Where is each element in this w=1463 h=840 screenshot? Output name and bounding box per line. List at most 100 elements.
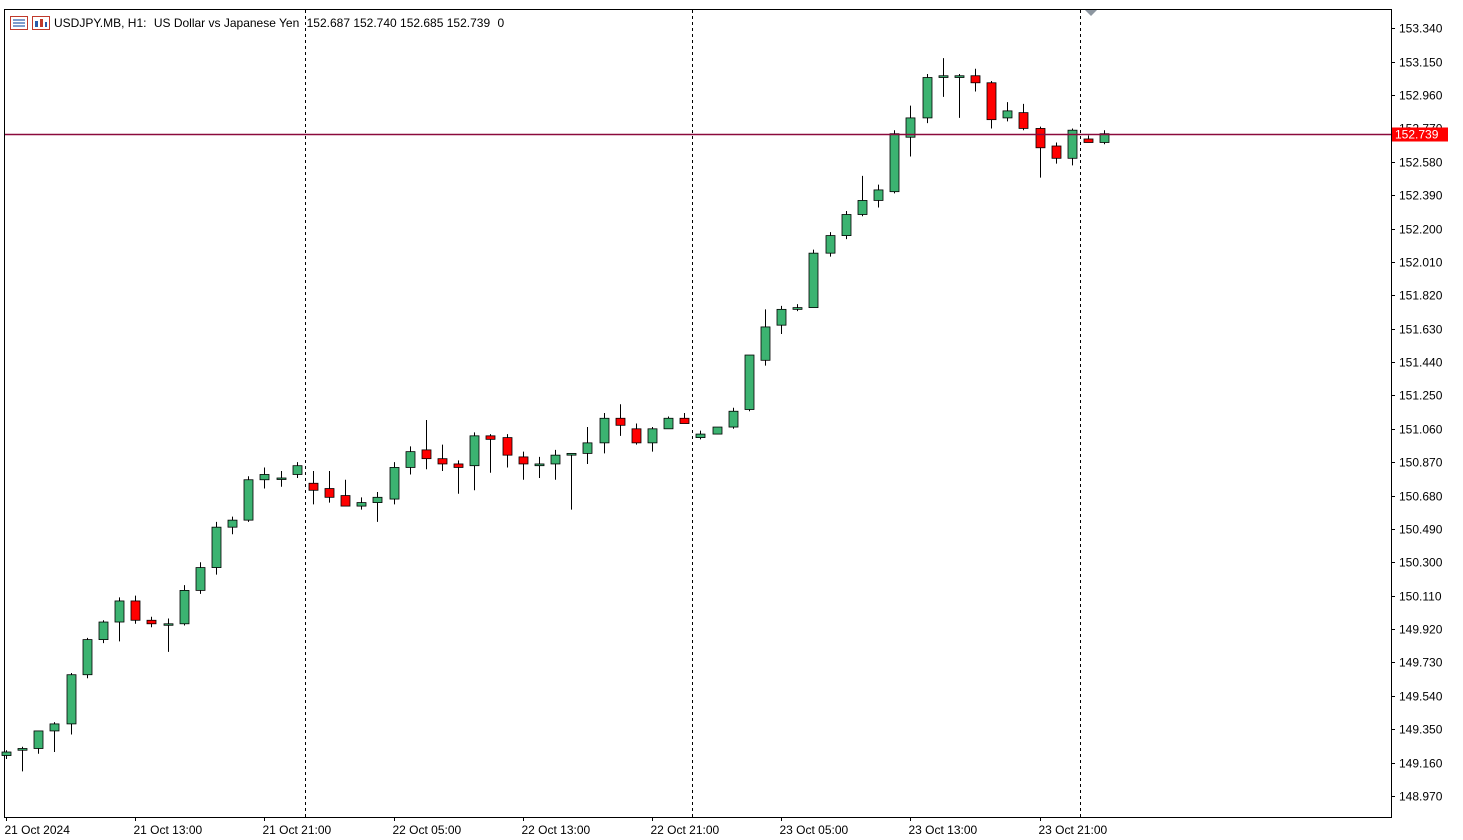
bull-candle — [825, 235, 836, 254]
current-price-label-bg — [1392, 127, 1448, 142]
volume-value: 0 — [497, 16, 505, 30]
bear-candle — [518, 456, 529, 465]
bull-candle — [922, 77, 933, 119]
bull-candle — [760, 326, 771, 361]
bull-candle — [33, 730, 44, 749]
y-tick-label: 148.970 — [1399, 790, 1443, 804]
bull-candle — [905, 117, 916, 138]
bear-candle — [324, 488, 335, 498]
bear-candle — [437, 458, 448, 465]
bear-candle — [1051, 145, 1062, 159]
bull-candle — [1099, 133, 1110, 143]
x-tick-label: 21 Oct 2024 — [5, 823, 71, 837]
bull-candle — [243, 479, 254, 521]
y-tick-label: 150.110 — [1399, 590, 1442, 604]
bull-candle — [259, 474, 270, 481]
bear-candle — [631, 428, 642, 444]
bull-candle — [179, 590, 190, 625]
bull-candle — [469, 435, 480, 467]
bull-candle — [1067, 129, 1078, 159]
bear-candle — [1083, 138, 1094, 143]
bear-candle — [453, 463, 464, 468]
bear-candle — [146, 619, 157, 625]
bull-candle — [857, 200, 868, 215]
x-tick-label: 21 Oct 13:00 — [134, 823, 203, 837]
bull-candle — [792, 307, 803, 310]
bull-candle — [744, 354, 755, 410]
bull-candle — [550, 454, 561, 465]
bull-candle — [808, 252, 819, 309]
y-tick-label: 152.580 — [1399, 156, 1443, 170]
bull-candle — [163, 623, 174, 626]
bull-candle — [211, 526, 222, 568]
bear-candle — [502, 437, 513, 456]
bear-candle — [130, 600, 141, 621]
y-tick-label: 151.630 — [1399, 323, 1443, 337]
y-tick-label: 149.730 — [1399, 656, 1443, 670]
y-tick-label: 153.150 — [1399, 56, 1443, 70]
bull-candle — [227, 519, 238, 528]
y-tick-label: 150.300 — [1399, 556, 1443, 570]
ohlc-values: 152.687 152.740 152.685 152.739 — [306, 16, 491, 30]
bull-candle — [776, 308, 787, 326]
bull-candle — [114, 600, 125, 623]
x-tick-label: 23 Oct 05:00 — [780, 823, 849, 837]
x-tick-label: 22 Oct 05:00 — [393, 823, 462, 837]
y-tick-label: 150.870 — [1399, 456, 1443, 470]
bull-candle — [405, 451, 416, 468]
x-tick-label: 22 Oct 13:00 — [522, 823, 591, 837]
bull-candle — [954, 75, 965, 78]
bull-candle — [938, 75, 949, 78]
x-tick-label: 21 Oct 21:00 — [263, 823, 332, 837]
y-tick-label: 152.010 — [1399, 256, 1443, 270]
bear-candle — [986, 82, 997, 121]
chart-shift-marker[interactable] — [1085, 10, 1097, 16]
bull-candle — [276, 477, 287, 480]
bull-candle — [663, 417, 674, 430]
bull-candle — [599, 417, 610, 444]
bull-candle — [195, 567, 206, 591]
bull-candle — [695, 433, 706, 438]
bear-candle — [485, 435, 496, 440]
plot-frame — [4, 9, 1392, 818]
bull-candle — [566, 452, 577, 456]
x-tick-label: 23 Oct 21:00 — [1039, 823, 1108, 837]
bear-candle — [1018, 112, 1029, 129]
bear-candle — [421, 449, 432, 460]
bull-candle — [49, 723, 60, 732]
bear-candle — [679, 417, 690, 424]
trade-panel-icon — [32, 16, 50, 30]
y-tick-label: 153.340 — [1399, 22, 1443, 36]
y-tick-label: 149.920 — [1399, 623, 1443, 637]
bull-candle — [98, 621, 109, 640]
symbol-label: USDJPY.MB, H1: — [54, 16, 147, 30]
current-price-label: 152.739 — [1395, 128, 1439, 142]
bull-candle — [841, 214, 852, 236]
bear-candle — [1035, 128, 1046, 149]
y-tick-label: 152.200 — [1399, 223, 1443, 237]
bull-candle — [82, 639, 93, 676]
bull-candle — [1002, 110, 1013, 119]
bear-candle — [308, 482, 319, 491]
bull-candle — [712, 426, 723, 435]
y-tick-label: 152.390 — [1399, 189, 1443, 203]
bull-candle — [356, 502, 367, 507]
y-tick-label: 151.440 — [1399, 356, 1443, 370]
chart-window-icon — [10, 16, 28, 30]
bull-candle — [728, 410, 739, 428]
x-tick-label: 23 Oct 13:00 — [909, 823, 978, 837]
y-tick-label: 152.960 — [1399, 89, 1443, 103]
bull-candle — [66, 674, 77, 725]
bear-candle — [340, 495, 351, 507]
bull-candle — [534, 463, 545, 467]
y-tick-label: 149.540 — [1399, 690, 1443, 704]
chart-info-bar: USDJPY.MB, H1: US Dollar vs Japanese Yen… — [10, 14, 508, 32]
bear-candle — [970, 75, 981, 84]
bull-candle — [372, 496, 383, 503]
bull-candle — [1, 751, 12, 756]
y-tick-label: 151.250 — [1399, 389, 1443, 403]
y-tick-label: 149.350 — [1399, 723, 1443, 737]
bull-candle — [17, 748, 28, 751]
y-tick-label: 149.160 — [1399, 757, 1443, 771]
